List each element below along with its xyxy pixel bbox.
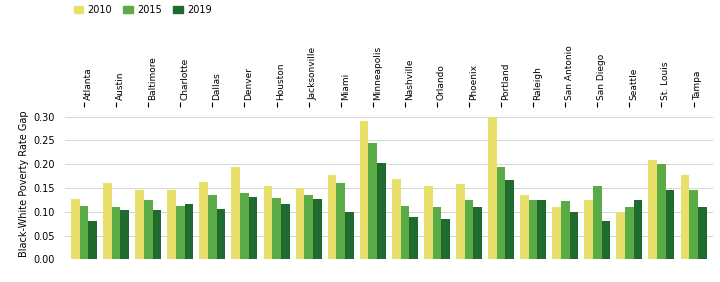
Bar	[144, 200, 153, 259]
Bar	[103, 183, 112, 259]
Bar	[153, 210, 161, 259]
Bar	[433, 207, 441, 259]
Bar	[616, 212, 625, 259]
Bar	[473, 207, 482, 259]
Bar	[217, 210, 225, 259]
Bar	[441, 219, 450, 259]
Bar	[497, 167, 505, 259]
Bar	[680, 175, 689, 259]
Bar	[625, 207, 634, 259]
Bar	[296, 188, 305, 259]
Bar	[392, 179, 400, 259]
Bar	[488, 117, 497, 259]
Bar	[240, 193, 249, 259]
Bar	[585, 200, 593, 259]
Y-axis label: Black-White Poverty Rate Gap: Black-White Poverty Rate Gap	[19, 110, 30, 257]
Bar	[328, 175, 336, 259]
Bar	[464, 200, 473, 259]
Bar	[249, 197, 258, 259]
Bar	[657, 164, 666, 259]
Bar	[336, 183, 345, 259]
Bar	[184, 204, 193, 259]
Bar	[345, 212, 354, 259]
Bar	[528, 200, 538, 259]
Bar	[208, 195, 217, 259]
Bar	[360, 122, 369, 259]
Bar	[176, 206, 184, 259]
Bar	[135, 190, 144, 259]
Bar	[561, 201, 570, 259]
Bar	[80, 206, 89, 259]
Bar	[698, 207, 706, 259]
Bar	[634, 200, 642, 259]
Bar	[400, 206, 409, 259]
Bar	[520, 195, 528, 259]
Bar	[112, 207, 120, 259]
Bar	[89, 221, 97, 259]
Bar	[602, 221, 611, 259]
Bar	[313, 199, 322, 259]
Bar	[199, 182, 208, 259]
Bar	[593, 186, 602, 259]
Bar	[505, 180, 514, 259]
Bar	[281, 204, 289, 259]
Bar	[377, 163, 386, 259]
Bar	[264, 186, 272, 259]
Bar	[120, 210, 129, 259]
Bar	[167, 190, 176, 259]
Bar	[272, 198, 281, 259]
Bar	[71, 199, 80, 259]
Bar	[689, 190, 698, 259]
Legend: 2010, 2015, 2019: 2010, 2015, 2019	[70, 1, 215, 19]
Bar	[666, 190, 675, 259]
Bar	[552, 207, 561, 259]
Bar	[424, 186, 433, 259]
Bar	[231, 167, 240, 259]
Bar	[538, 200, 546, 259]
Bar	[456, 184, 464, 259]
Bar	[369, 143, 377, 259]
Bar	[409, 217, 418, 259]
Bar	[649, 160, 657, 259]
Bar	[305, 195, 313, 259]
Bar	[570, 212, 578, 259]
